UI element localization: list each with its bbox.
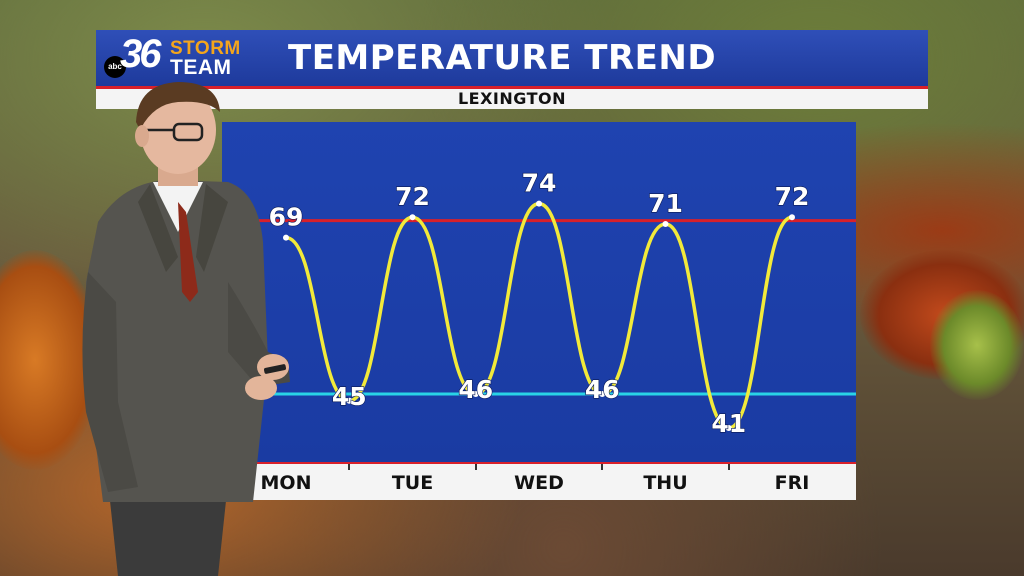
data-label: 72 — [775, 182, 810, 211]
temperature-chart: 69 45 72 46 74 46 71 41 72 — [222, 168, 856, 439]
data-point — [409, 214, 416, 221]
chart-panel: 69 45 72 46 74 46 71 41 72 — [222, 122, 856, 462]
day-label-fri: FRI — [774, 472, 810, 494]
data-point — [472, 391, 479, 397]
axis-tick — [727, 464, 730, 470]
data-label: 45 — [332, 382, 367, 411]
data-point — [283, 234, 289, 241]
data-label: 41 — [711, 409, 746, 438]
axis-tick — [348, 464, 351, 470]
title-bar: abc 36 STORM TEAM TEMPERATURE TREND — [96, 30, 928, 89]
data-point — [536, 200, 542, 207]
data-point — [346, 397, 353, 404]
data-label: 72 — [395, 182, 430, 211]
axis-tick — [474, 464, 477, 470]
day-axis: MON TUE WED THU FRI — [222, 462, 856, 500]
axis-tick — [601, 464, 604, 470]
background-moss — [930, 290, 1024, 400]
graphic-header: abc 36 STORM TEAM TEMPERATURE TREND LEXI… — [96, 30, 928, 109]
logo-number: 36 — [120, 32, 161, 76]
data-label: 46 — [458, 375, 493, 404]
day-label-mon: MON — [260, 472, 312, 494]
data-point — [725, 425, 732, 431]
day-label-thu: THU — [643, 472, 688, 494]
data-point — [789, 214, 795, 221]
day-label-tue: TUE — [391, 472, 434, 494]
logo-team-text: TEAM — [170, 56, 232, 79]
day-label-wed: WED — [514, 472, 564, 494]
data-label: 69 — [269, 203, 304, 232]
data-label: 71 — [648, 189, 683, 218]
data-label: 74 — [522, 169, 557, 198]
presenter — [82, 82, 290, 576]
data-point — [599, 391, 606, 397]
location-label: LEXINGTON — [457, 89, 567, 108]
data-label: 46 — [585, 375, 620, 404]
data-point — [662, 221, 669, 227]
station-logo: abc 36 STORM TEAM — [102, 32, 252, 82]
logo-storm-text: STORM — [170, 38, 241, 59]
location-bar: LEXINGTON — [96, 89, 928, 109]
abc-logo-text: abc — [104, 56, 126, 78]
chart-title: TEMPERATURE TREND — [288, 38, 717, 78]
